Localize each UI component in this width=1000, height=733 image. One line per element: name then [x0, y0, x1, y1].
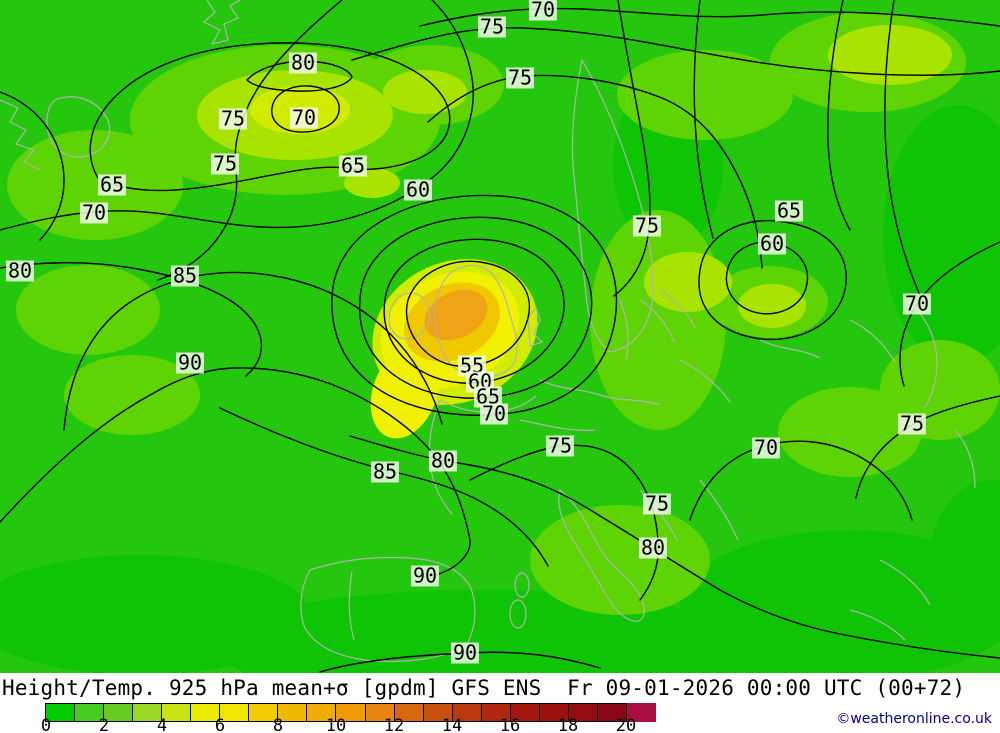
color-scale-bar [45, 703, 627, 722]
legend-cell [278, 704, 308, 721]
legend-tick-label: 18 [557, 716, 579, 733]
legend-cell [133, 704, 163, 721]
legend-cell [220, 704, 250, 721]
legend-cell [104, 704, 134, 721]
map-title: Height/Temp. 925 hPa mean+σ [gpdm] GFS E… [2, 676, 966, 700]
legend-tick-label: 14 [441, 716, 463, 733]
legend-cell [75, 704, 105, 721]
weather-map: 70 75 80 75 70 75 75 65 65 60 65 70 75 60 80 85 70 90 55 60… [0, 0, 1000, 673]
legend-tick-label: 12 [383, 716, 405, 733]
legend-cell [162, 704, 192, 721]
legend-cell [191, 704, 221, 721]
legend-tick-label: 20 [615, 716, 637, 733]
legend-cell [481, 704, 511, 721]
legend-tick-label: 16 [499, 716, 521, 733]
legend-cell [249, 704, 279, 721]
legend-ticks: 0 2 4 6 8 10 12 14 16 18 20 [0, 716, 1000, 733]
legend-cell [568, 704, 598, 721]
legend-cell [452, 704, 482, 721]
legend-overflow-cell [627, 703, 656, 722]
legend-cell [539, 704, 569, 721]
legend-tick-label: 8 [272, 716, 284, 733]
legend-tick-label: 6 [214, 716, 226, 733]
legend-cell [510, 704, 540, 721]
legend-cell [46, 704, 76, 721]
legend-cell [336, 704, 366, 721]
legend-cell [597, 704, 626, 721]
legend-tick-label: 0 [40, 716, 52, 733]
copyright-text: ©weatheronline.co.uk [836, 711, 992, 727]
legend-tick-label: 4 [156, 716, 168, 733]
legend-tick-label: 2 [98, 716, 110, 733]
legend-cell [423, 704, 453, 721]
legend-cell [365, 704, 395, 721]
weather-map-image [0, 0, 1000, 673]
legend-cell [394, 704, 424, 721]
legend-tick-label: 10 [325, 716, 347, 733]
legend-cell [307, 704, 337, 721]
